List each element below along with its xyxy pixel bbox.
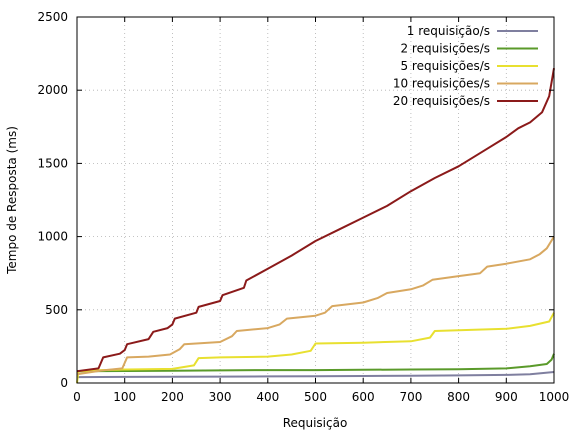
ticks: 0 100 200 300 400 500 600 700 800 900 1000 0 500 1000… (37, 10, 569, 404)
y-tick-label: 1000 (37, 230, 68, 244)
series-line-1 (76, 371, 555, 379)
y-axis-label: Tempo de Resposta (ms) (5, 126, 19, 275)
legend-label: 5 requisições/s (400, 59, 490, 73)
x-tick-label: 400 (256, 390, 279, 404)
y-tick-label: 0 (60, 376, 68, 390)
x-tick-label: 800 (447, 390, 470, 404)
y-tick-label: 1500 (37, 156, 68, 170)
grid (76, 16, 555, 384)
series-line-2 (76, 353, 555, 373)
x-tick-label: 0 (73, 390, 81, 404)
x-tick-label: 600 (352, 390, 375, 404)
x-tick-label: 900 (495, 390, 518, 404)
legend-label: 20 requisições/s (393, 94, 490, 108)
x-tick-label: 300 (209, 390, 232, 404)
y-tick-label: 500 (45, 303, 68, 317)
x-tick-label: 500 (304, 390, 327, 404)
x-axis-label: Requisição (283, 416, 348, 430)
legend-label: 2 requisições/s (400, 42, 490, 56)
x-tick-label: 700 (399, 390, 422, 404)
legend-label: 1 requisição/s (407, 24, 490, 38)
x-tick-label: 100 (113, 390, 136, 404)
y-tick-label: 2000 (37, 83, 68, 97)
legend: 1 requisição/s 2 requisições/s 5 requisiçõ… (393, 24, 538, 108)
series-line-4 (76, 236, 555, 376)
series-layer (76, 68, 555, 384)
series-line-5 (76, 68, 555, 373)
y-tick-label: 2500 (37, 10, 68, 24)
series-line-3 (76, 312, 555, 384)
x-tick-label: 1000 (539, 390, 570, 404)
legend-label: 10 requisições/s (393, 77, 490, 91)
x-tick-label: 200 (161, 390, 184, 404)
